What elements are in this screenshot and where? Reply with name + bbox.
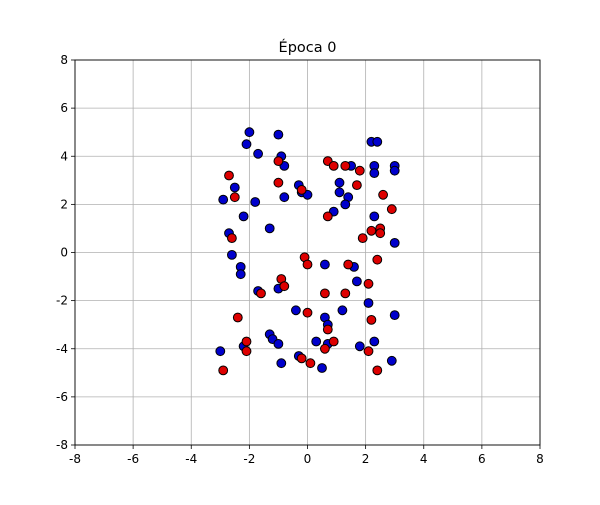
data-point-blue [273,129,284,140]
data-point-red [273,156,284,167]
data-point-blue [235,269,246,280]
data-point-red [328,161,339,171]
data-point-red [340,288,351,299]
x-tick-label: -8 [69,452,81,466]
data-point-blue [354,341,365,352]
data-point-red [363,346,374,357]
x-tick-label: -6 [127,452,139,466]
data-point-blue [369,168,380,179]
data-point-red [224,170,234,181]
data-point-red [343,259,354,270]
axes [71,59,541,449]
data-point-blue [253,148,264,159]
data-point-red [354,165,365,176]
data-point-blue [334,177,345,188]
data-point-red [375,228,386,239]
data-point-blue [320,259,330,270]
data-point-blue [311,336,322,347]
x-tick-label: -2 [243,452,255,466]
y-tick-label: -4 [56,342,68,356]
data-point-blue [244,127,255,138]
y-tick-label: 8 [60,53,68,67]
data-point-blue [337,305,348,316]
data-point-blue [386,355,397,366]
data-point-blue [250,197,261,207]
data-point-blue [369,336,380,347]
data-point-blue [291,305,301,316]
data-point-red [229,192,240,203]
data-point-red [273,177,284,188]
data-point-blue [273,339,284,349]
data-point-blue [389,165,400,176]
data-point-red [302,259,313,270]
data-point-blue [369,211,380,222]
y-tick-label: 0 [60,246,68,260]
y-tick-label: -2 [56,294,68,308]
data-point-blue [264,223,275,234]
data-point-red [340,161,351,171]
data-point-red [322,324,333,335]
y-tick-label: -8 [56,438,68,452]
x-tick-label: 4 [420,452,428,466]
data-point-blue [389,238,400,248]
x-tick-label: 0 [304,452,312,466]
data-point-red [241,336,252,347]
data-point-blue [363,298,374,308]
x-tick-label: -4 [185,452,197,466]
data-point-blue [334,187,345,198]
data-point-red [256,288,266,299]
y-tick-label: 2 [60,197,68,211]
data-point-red [232,312,243,323]
data-point-blue [317,363,327,373]
y-tick-label: -6 [56,390,68,404]
data-point-red [366,315,377,325]
data-point-red [372,254,383,265]
data-point-red [328,336,339,347]
data-point-blue [238,211,249,222]
data-point-red [322,211,333,222]
data-point-red [352,180,362,191]
data-point-red [386,204,397,215]
data-point-blue [227,250,237,260]
y-tick-label: 4 [60,149,68,163]
data-point-blue [241,139,252,150]
plot-frame [74,59,541,446]
data-point-blue [389,310,400,321]
data-point-red [320,288,330,299]
x-tick-label: 8 [536,452,544,466]
data-point-red [302,307,313,318]
data-point-red [366,225,377,236]
data-point-blue [218,194,229,205]
tick-labels: -8 -6 -4 -2 0 2 4 6 8 -8 -6 -4 -2 0 2 4 6 8 [56,53,544,466]
data-point-red [305,358,316,369]
data-point-blue [279,192,290,203]
data-point-blue [276,358,287,369]
data-point-blue [229,182,240,193]
data-point-red [363,278,374,289]
chart-title: Época 0 [279,39,337,56]
data-points [215,127,400,376]
x-tick-label: 6 [478,452,486,466]
data-point-blue [215,346,226,357]
data-point-red [320,343,330,354]
data-point-blue [352,276,362,287]
data-point-blue [372,136,383,147]
data-point-red [241,346,252,357]
data-point-red [296,185,307,195]
data-point-red [372,365,383,376]
data-point-red [218,365,229,376]
data-point-red [227,233,237,244]
data-point-red [357,233,368,244]
data-point-blue [340,199,351,210]
data-point-red [378,189,389,200]
y-tick-label: 6 [60,101,68,115]
data-point-red [296,353,307,364]
x-tick-label: 2 [362,452,370,466]
data-point-red [279,281,290,292]
